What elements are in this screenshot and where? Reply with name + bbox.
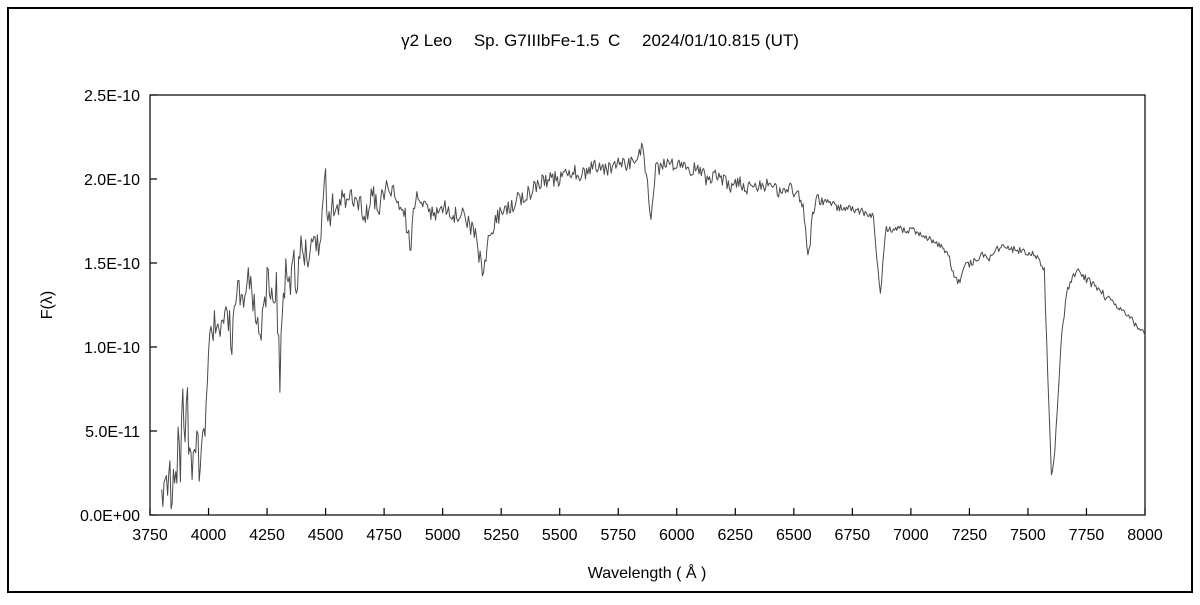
x-axis-ticks: 3750 4000 4250 4500 4750 5000 5250 5500 5750 6000… <box>132 508 1163 544</box>
y-tick-label: 2.5E-10 <box>84 88 140 105</box>
x-tick-label: 5250 <box>483 527 519 544</box>
x-tick-label: 4250 <box>249 527 285 544</box>
y-tick-label: 5.0E-11 <box>85 424 140 441</box>
figure-border <box>7 7 1193 593</box>
plot-area-border <box>149 94 1146 516</box>
x-tick-label: 5000 <box>425 527 461 544</box>
x-tick-label: 5500 <box>542 527 578 544</box>
x-tick-label: 7250 <box>952 527 988 544</box>
x-tick-label: 5750 <box>600 527 636 544</box>
spectrum-line <box>161 142 1146 510</box>
x-axis-label: Wavelength ( Å ) <box>588 563 707 582</box>
x-tick-label: 7750 <box>1069 527 1105 544</box>
x-tick-label: 4000 <box>191 527 227 544</box>
x-tick-label: 4500 <box>308 527 344 544</box>
x-tick-label: 6000 <box>659 527 695 544</box>
x-tick-label: 7000 <box>893 527 929 544</box>
x-tick-label: 4750 <box>366 527 402 544</box>
y-tick-label: 1.5E-10 <box>84 256 140 273</box>
x-tick-label: 7500 <box>1010 527 1046 544</box>
y-axis-ticks: 0.0E+00 5.0E-11 1.0E-10 1.5E-10 2.0E-10 2.5E-… <box>80 88 157 525</box>
x-tick-label: 6750 <box>835 527 871 544</box>
x-tick-label: 8000 <box>1127 527 1163 544</box>
y-tick-label: 1.0E-10 <box>84 340 140 357</box>
y-tick-label: 0.0E+00 <box>80 508 140 525</box>
x-tick-label: 6500 <box>776 527 812 544</box>
y-tick-label: 2.0E-10 <box>84 172 140 189</box>
x-tick-label: 3750 <box>132 527 168 544</box>
y-axis-label: F(λ) <box>39 291 56 319</box>
chart-title: γ2 Leo Sp. G7IIIbFe-1.5 C 2024/01/10.815… <box>401 31 799 50</box>
x-tick-label: 6250 <box>717 527 753 544</box>
